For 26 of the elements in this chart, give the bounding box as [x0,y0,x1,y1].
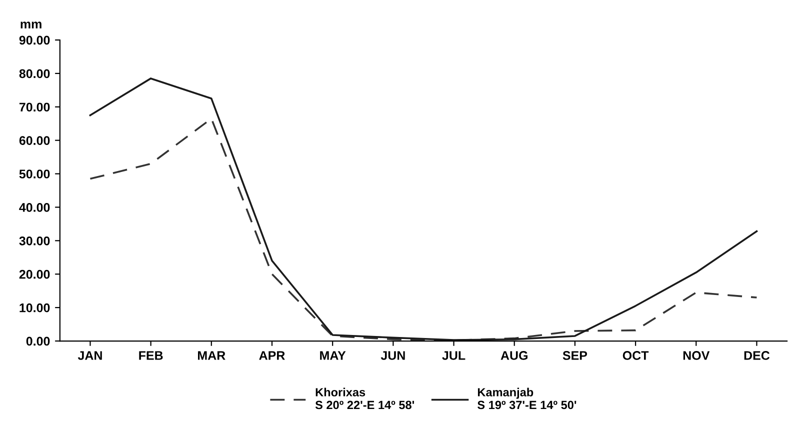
x-tick-label: NOV [683,351,710,360]
x-tick-label: SEP [562,351,588,360]
y-axis-title: mm [20,22,42,28]
legend-label: Kamanjab S 19º 37'-E 14º 50' [478,388,576,410]
y-tick-label: 50.00 [19,170,50,178]
x-tick-label: DEC [744,351,770,360]
x-tick-label: APR [259,351,285,360]
y-tick-label: 60.00 [19,136,50,145]
x-tick-label: OCT [622,351,649,360]
x-tick-label: JUN [380,351,405,360]
line-series [89,78,758,341]
x-tick-label: FEB [139,351,163,360]
x-tick-label: MAR [198,351,226,360]
y-tick-label: 80.00 [19,69,50,78]
x-tick-label: AUG [500,351,528,360]
x-tick-label: JAN [78,351,102,360]
y-tick-label: 70.00 [19,102,50,112]
legend-label: Khorixas S 20º 22'-E 14º 58' [315,388,414,410]
y-tick-label: 90.00 [19,36,50,45]
x-tick-label: JUL [442,351,466,360]
y-tick-label: 10.00 [20,303,50,312]
y-tick-label: 0.00 [26,336,50,346]
x-tick-label: MAY [320,351,346,360]
y-tick-label: 30.00 [19,236,50,246]
y-tick-label: 40.00 [19,203,50,212]
y-tick-label: 20.00 [19,270,50,279]
